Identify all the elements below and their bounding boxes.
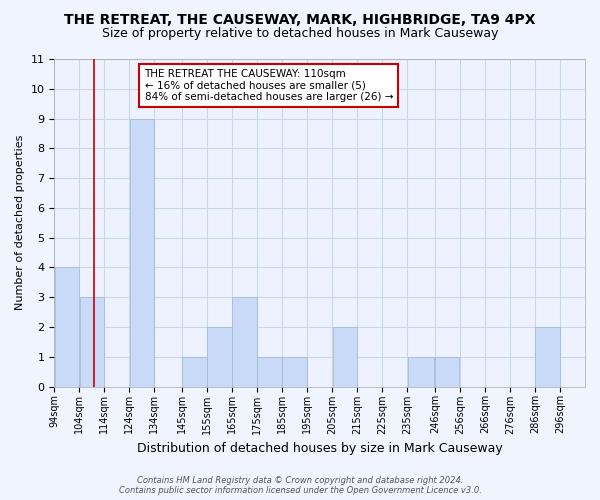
Bar — [407, 357, 434, 386]
Text: Size of property relative to detached houses in Mark Causeway: Size of property relative to detached ho… — [102, 28, 498, 40]
Bar — [182, 357, 206, 386]
Bar — [130, 118, 154, 386]
Y-axis label: Number of detached properties: Number of detached properties — [15, 135, 25, 310]
Bar — [55, 268, 79, 386]
Bar — [80, 297, 104, 386]
Bar — [208, 327, 232, 386]
Bar — [535, 327, 560, 386]
Bar — [257, 357, 282, 386]
Bar — [332, 327, 357, 386]
Text: Contains HM Land Registry data © Crown copyright and database right 2024.
Contai: Contains HM Land Registry data © Crown c… — [119, 476, 481, 495]
Text: THE RETREAT THE CAUSEWAY: 110sqm
← 16% of detached houses are smaller (5)
84% of: THE RETREAT THE CAUSEWAY: 110sqm ← 16% o… — [145, 69, 393, 102]
Text: THE RETREAT, THE CAUSEWAY, MARK, HIGHBRIDGE, TA9 4PX: THE RETREAT, THE CAUSEWAY, MARK, HIGHBRI… — [64, 12, 536, 26]
Bar — [283, 357, 307, 386]
Bar — [435, 357, 460, 386]
X-axis label: Distribution of detached houses by size in Mark Causeway: Distribution of detached houses by size … — [137, 442, 503, 455]
Bar — [232, 297, 257, 386]
